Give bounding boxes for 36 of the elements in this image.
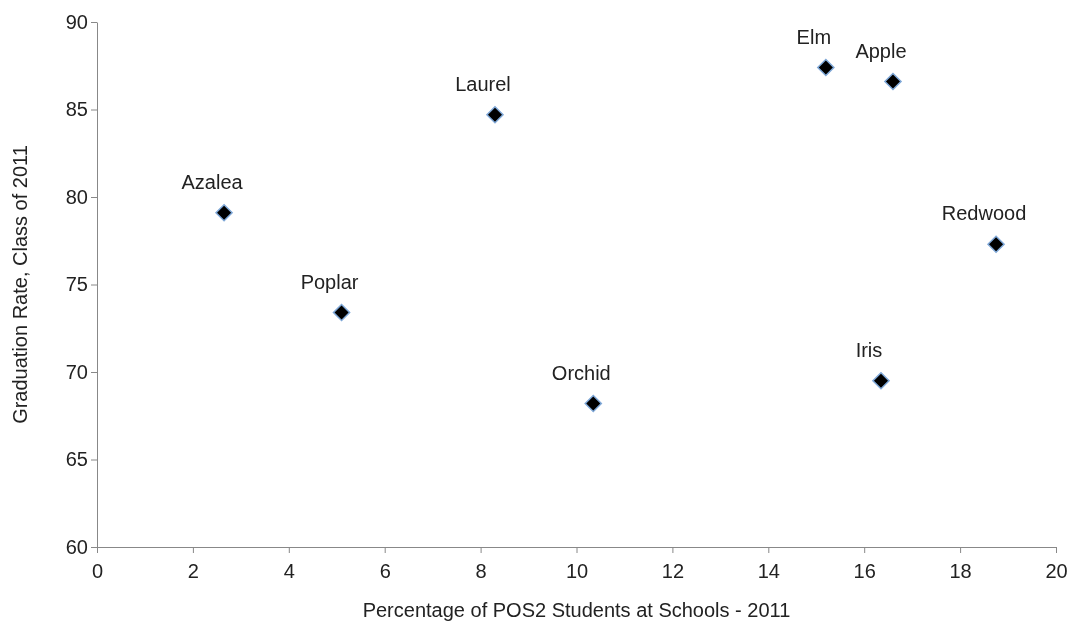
x-tick-label: 6 <box>379 560 391 582</box>
point <box>584 394 603 413</box>
y-tick-label: 90 <box>65 10 88 33</box>
point <box>215 203 233 222</box>
y-axis-title: Graduation Rate, Class of 2011 <box>9 145 31 424</box>
point <box>884 72 902 91</box>
series-label: Poplar <box>300 270 359 293</box>
point <box>486 105 504 124</box>
x-tick-label: 2 <box>187 560 199 582</box>
x-tick-label: 0 <box>91 560 104 582</box>
y-tick-label: 70 <box>65 360 88 383</box>
point <box>987 235 1005 254</box>
point <box>817 58 835 77</box>
x-tick-label: 18 <box>949 560 972 582</box>
series-label: Laurel <box>455 72 511 95</box>
x-tick-label: 14 <box>757 560 780 582</box>
x-tick-label: 4 <box>283 560 295 582</box>
series-label: Apple <box>855 39 907 62</box>
y-tick-label: 65 <box>65 448 88 471</box>
x-tick-label: 8 <box>475 560 487 582</box>
y-tick-label: 80 <box>65 185 88 208</box>
x-tick-label: 10 <box>565 560 589 582</box>
x-tick-label: 16 <box>853 560 876 582</box>
x-axis-title: Percentage of POS2 Students at Schools - 2011 <box>362 599 791 621</box>
y-tick-label: 75 <box>65 273 88 296</box>
x-tick-label: 12 <box>661 560 685 582</box>
series-label: Iris <box>855 338 883 361</box>
y-tick-label: 60 <box>65 535 88 558</box>
point <box>332 303 351 322</box>
x-tick-label: 20 <box>1045 560 1068 582</box>
y-tick-label: 85 <box>65 98 88 121</box>
point <box>872 371 890 390</box>
series-label: Redwood <box>941 202 1027 225</box>
series-label: Elm <box>796 25 832 48</box>
series-label: Orchid <box>551 361 611 384</box>
series-label: Azalea <box>181 170 244 193</box>
